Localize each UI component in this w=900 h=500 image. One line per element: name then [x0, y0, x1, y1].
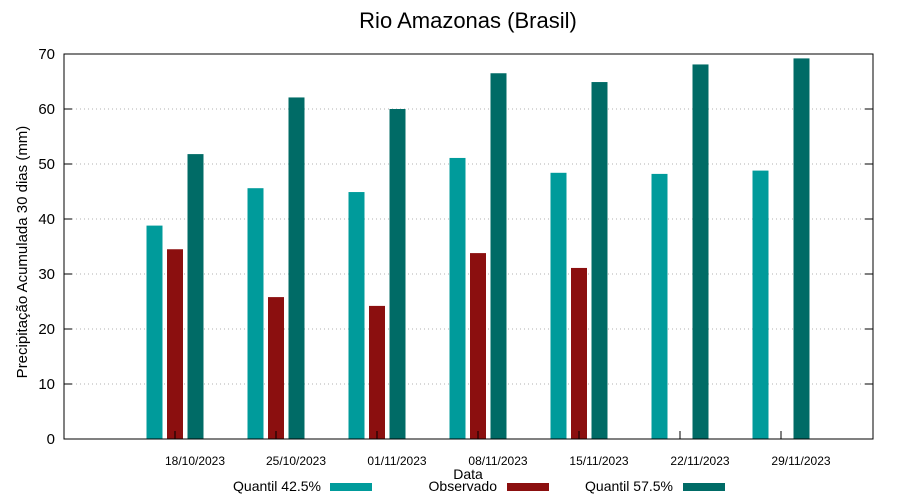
bar-quantil-42-5--1	[247, 188, 264, 439]
grid-lines	[64, 108, 873, 385]
bar-quantil-42-5--2	[348, 192, 365, 439]
bar-quantil-57-5--5	[692, 64, 709, 439]
bar-quantil-42-5--5	[651, 173, 668, 439]
bar-quantil-42-5--4	[550, 172, 567, 440]
y-tick-label: 50	[38, 156, 55, 173]
y-tick-label: 10	[38, 376, 55, 393]
bar-observado-1	[268, 297, 284, 439]
legend-swatch	[683, 483, 725, 491]
x-tick-label: 08/11/2023	[468, 454, 527, 468]
y-tick-label: 20	[38, 321, 55, 338]
bars	[146, 58, 810, 440]
x-tick-label: 22/11/2023	[670, 454, 729, 468]
y-tick-label: 70	[38, 46, 55, 63]
bar-observado-3	[470, 253, 486, 439]
bar-observado-4	[571, 267, 587, 439]
x-tick-label: 29/11/2023	[771, 454, 830, 468]
bar-quantil-57-5--1	[288, 97, 305, 439]
y-axis-label: Precipitação Acumulada 30 dias (mm)	[14, 126, 31, 379]
y-tick-label: 0	[47, 431, 55, 448]
x-axis-label: Data	[453, 466, 483, 482]
bar-quantil-42-5--6	[752, 170, 769, 439]
legend-label: Quantil 57.5%	[585, 478, 673, 494]
legend-swatch	[507, 483, 549, 491]
legend-swatch	[330, 483, 372, 491]
bar-observado-2	[369, 305, 385, 439]
bar-quantil-57-5--0	[187, 154, 204, 439]
legend: Quantil 42.5% Observado Quantil 57.5%	[233, 478, 725, 494]
bar-observado-0	[167, 249, 183, 439]
x-tick-label: 01/11/2023	[367, 454, 426, 468]
y-tick-label: 40	[38, 211, 55, 228]
x-tick-label: 15/11/2023	[569, 454, 628, 468]
y-tick-label: 60	[38, 101, 55, 118]
bar-quantil-57-5--6	[793, 58, 810, 440]
plot-frame	[63, 53, 874, 440]
x-ticks: 18/10/2023 25/10/2023 01/11/2023 08/11/2023…	[165, 431, 831, 468]
x-tick-label: 18/10/2023	[165, 454, 225, 468]
bar-quantil-42-5--0	[146, 225, 163, 439]
bar-quantil-57-5--2	[389, 109, 406, 439]
x-tick-label: 25/10/2023	[266, 454, 326, 468]
bar-quantil-42-5--3	[449, 157, 466, 439]
legend-label: Observado	[429, 478, 498, 494]
y-ticks: 0 10 20 30 40 50 60 70	[38, 46, 873, 448]
bar-quantil-57-5--3	[490, 73, 507, 439]
y-tick-label: 30	[38, 266, 55, 283]
legend-label: Quantil 42.5%	[233, 478, 321, 494]
chart-title: Rio Amazonas (Brasil)	[359, 8, 577, 33]
bar-quantil-57-5--4	[591, 82, 608, 440]
